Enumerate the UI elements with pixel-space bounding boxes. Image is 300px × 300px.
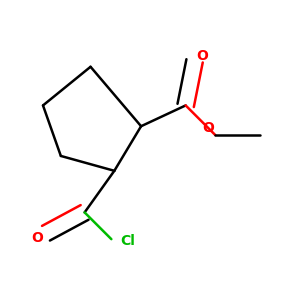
Text: O: O: [32, 231, 44, 245]
Text: O: O: [202, 121, 214, 135]
Text: Cl: Cl: [120, 234, 135, 248]
Text: O: O: [196, 50, 208, 63]
